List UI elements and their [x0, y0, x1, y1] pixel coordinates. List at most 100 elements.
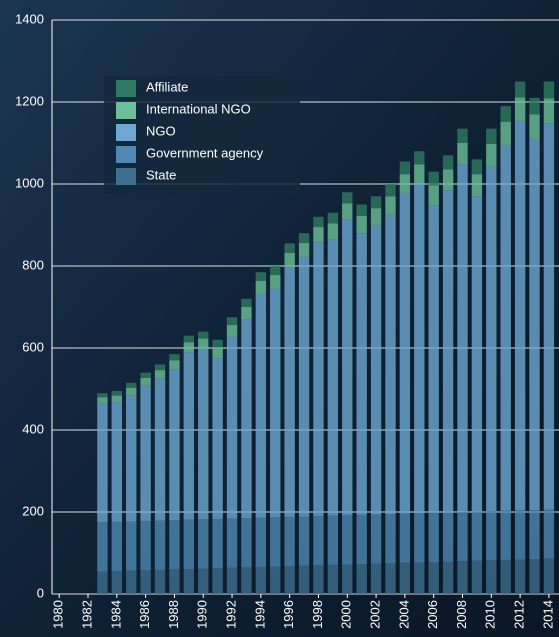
bar-segment [544, 510, 554, 559]
bar-segment [356, 564, 366, 594]
bar-segment [414, 151, 424, 164]
bar-segment [140, 570, 150, 594]
legend-swatch [116, 168, 136, 185]
bar-segment [501, 511, 511, 560]
x-tick-label: 1996 [281, 600, 296, 629]
x-tick-label: 1992 [223, 600, 238, 629]
bar-segment [443, 155, 453, 169]
bar-segment [443, 562, 453, 594]
bar-segment [457, 561, 467, 594]
y-tick-label: 1200 [15, 93, 44, 108]
legend-label: International NGO [146, 101, 251, 116]
bar-segment [356, 216, 366, 233]
bar-segment [457, 164, 467, 512]
bar-segment [414, 562, 424, 594]
bar-segment [414, 164, 424, 184]
bar-segment [299, 243, 309, 258]
legend-label: Affiliate [146, 79, 188, 94]
bar-segment [126, 571, 136, 594]
legend-label: Government agency [146, 145, 264, 160]
x-tick-label: 2010 [483, 600, 498, 629]
bar-segment [198, 332, 208, 339]
bar-segment [385, 184, 395, 196]
bar-segment [486, 560, 496, 594]
bar-segment [227, 568, 237, 594]
bar-segment [112, 391, 122, 396]
bar-segment [241, 518, 251, 567]
bar-segment [241, 307, 251, 319]
bar-segment [198, 519, 208, 568]
bar-segment [184, 352, 194, 520]
bar-segment [400, 193, 410, 514]
bar-segment [313, 565, 323, 594]
bar-segment [414, 513, 424, 562]
bar-segment [342, 192, 352, 203]
bar-segment [385, 514, 395, 563]
bar-segment [529, 114, 539, 139]
bar-segment [443, 169, 453, 190]
bar-segment [169, 569, 179, 594]
bar-segment [400, 161, 410, 174]
legend-label: NGO [146, 123, 176, 138]
bar-segment [299, 233, 309, 243]
bar-segment [256, 272, 266, 281]
bar-segment [270, 289, 280, 518]
bar-segment [429, 562, 439, 594]
x-tick-label: 1986 [137, 600, 152, 629]
y-tick-label: 800 [22, 257, 44, 272]
bar-segment [472, 561, 482, 594]
bar-segment [284, 267, 294, 517]
legend-label: State [146, 167, 176, 182]
bar-segment [429, 205, 439, 513]
bar-segment [429, 185, 439, 205]
bar-segment [227, 325, 237, 336]
bar-segment [212, 568, 222, 594]
bar-segment [227, 519, 237, 568]
bar-segment [270, 567, 280, 594]
bar-segment [284, 566, 294, 594]
bar-segment [385, 563, 395, 594]
bar-segment [198, 569, 208, 594]
bar-segment [429, 513, 439, 562]
legend-swatch [116, 146, 136, 163]
bar-segment [241, 299, 251, 307]
bar-segment [328, 516, 338, 565]
legend-swatch [116, 80, 136, 97]
bar-segment [328, 213, 338, 224]
bar-segment [169, 360, 179, 369]
bar-segment [241, 567, 251, 594]
x-tick-label: 2000 [339, 600, 354, 629]
bar-segment [112, 522, 122, 571]
bar-segment [515, 121, 525, 510]
bar-segment [385, 196, 395, 214]
legend-swatch [116, 102, 136, 119]
bar-segment [184, 569, 194, 594]
bar-segment [284, 253, 294, 267]
bar-segment [256, 518, 266, 567]
y-tick-label: 600 [22, 339, 44, 354]
bar-segment [529, 98, 539, 114]
bar-segment [342, 515, 352, 564]
x-tick-label: 2002 [368, 600, 383, 629]
bar-segment [328, 223, 338, 239]
bar-segment [140, 386, 150, 521]
bar-segment [486, 129, 496, 144]
bar-segment [126, 388, 136, 395]
bar-segment [356, 205, 366, 216]
bar-segment [515, 82, 525, 98]
chart: Affiliate International NGO NGO Government … [0, 0, 559, 637]
bar-segment [472, 196, 482, 511]
bar-segment [184, 336, 194, 343]
bar-segment [371, 196, 381, 208]
bar-segment [515, 560, 525, 594]
bar-segment [256, 293, 266, 517]
bar-segment [356, 515, 366, 564]
bar-segment [155, 370, 165, 379]
bar-segment [457, 129, 467, 143]
bar-segment [270, 266, 280, 275]
bar-segment [342, 564, 352, 594]
bar-segment [155, 521, 165, 570]
bar-segment [544, 123, 554, 509]
y-tick-label: 1000 [15, 175, 44, 190]
bar-segment [328, 565, 338, 594]
